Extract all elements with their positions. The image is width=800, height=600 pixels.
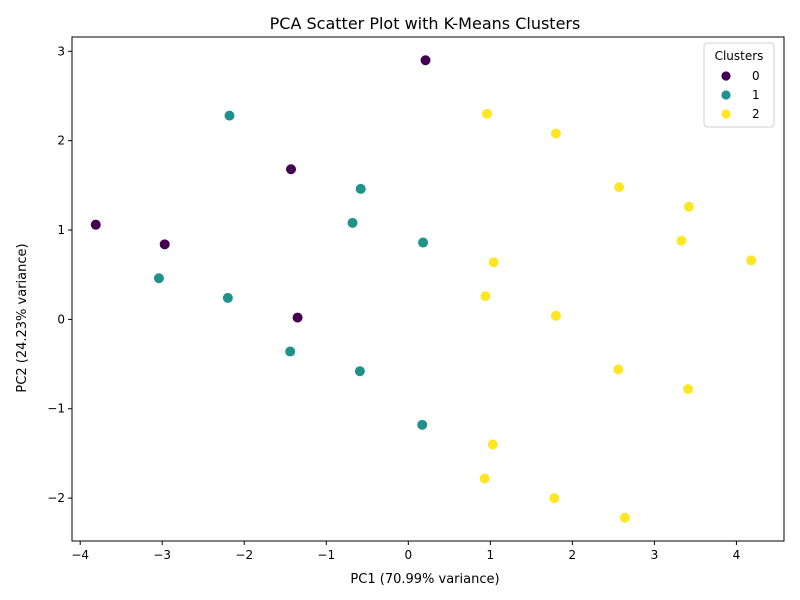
- data-point-cluster-2: [676, 235, 687, 246]
- data-point-cluster-2: [550, 128, 561, 139]
- data-point-cluster-2: [614, 182, 625, 193]
- data-point-cluster-2: [549, 493, 560, 504]
- legend-marker: [721, 71, 731, 81]
- data-point-cluster-2: [683, 201, 694, 212]
- legend-title: Clusters: [715, 49, 764, 63]
- plot-area: −4 −3 −2 −1 0 1 2 3 4 −2 −1 0 1 2 3: [47, 36, 785, 562]
- data-point-cluster-2: [613, 364, 624, 375]
- data-point-cluster-1: [222, 292, 233, 303]
- x-tick-label: 4: [733, 548, 741, 562]
- legend-label: 2: [752, 107, 760, 121]
- data-point-cluster-2: [619, 512, 630, 523]
- y-tick-label: 3: [57, 44, 65, 58]
- data-point-cluster-1: [285, 346, 296, 357]
- y-axis-label: PC2 (24.23% variance): [15, 243, 30, 392]
- data-point-cluster-1: [355, 183, 366, 194]
- x-tick-label: −3: [153, 548, 171, 562]
- legend-label: 0: [752, 69, 760, 83]
- legend-marker: [721, 109, 731, 119]
- axes-frame: [71, 36, 785, 542]
- x-tick-label: −4: [71, 548, 89, 562]
- y-tick-label: −2: [47, 491, 65, 505]
- chart-title: PCA Scatter Plot with K-Means Clusters: [270, 14, 581, 33]
- data-point-cluster-1: [153, 273, 164, 284]
- x-tick-label: −2: [235, 548, 253, 562]
- data-point-cluster-1: [418, 237, 429, 248]
- data-point-cluster-0: [292, 312, 303, 323]
- y-axis: −2 −1 0 1 2 3: [47, 44, 72, 505]
- legend-box: [703, 42, 775, 128]
- data-point-cluster-0: [159, 239, 170, 250]
- x-tick-label: 3: [651, 548, 659, 562]
- y-tick-label: −1: [47, 402, 65, 416]
- y-tick-label: 2: [57, 134, 65, 148]
- data-point-cluster-2: [746, 255, 757, 266]
- x-axis: −4 −3 −2 −1 0 1 2 3 4: [71, 541, 740, 562]
- data-point-cluster-1: [354, 366, 365, 377]
- data-point-cluster-2: [683, 384, 694, 395]
- x-tick-label: −1: [317, 548, 335, 562]
- data-point-cluster-0: [90, 219, 101, 230]
- data-point-cluster-1: [224, 110, 235, 121]
- x-axis-label: PC1 (70.99% variance): [350, 572, 499, 587]
- data-point-cluster-2: [550, 310, 561, 321]
- legend: Clusters 0 1 2: [703, 42, 775, 128]
- data-point-cluster-2: [479, 473, 490, 484]
- data-point-cluster-1: [417, 419, 428, 430]
- x-tick-label: 0: [404, 548, 412, 562]
- y-tick-label: 0: [57, 312, 65, 326]
- data-point-cluster-2: [487, 439, 498, 450]
- legend-label: 1: [752, 88, 760, 102]
- legend-marker: [721, 90, 731, 100]
- x-tick-label: 2: [569, 548, 577, 562]
- data-points: [90, 55, 757, 523]
- data-point-cluster-0: [420, 55, 431, 66]
- data-point-cluster-2: [488, 257, 499, 268]
- data-point-cluster-0: [286, 164, 297, 175]
- x-tick-label: 1: [487, 548, 495, 562]
- y-tick-label: 1: [57, 223, 65, 237]
- data-point-cluster-2: [482, 108, 493, 119]
- data-point-cluster-2: [480, 291, 491, 302]
- data-point-cluster-1: [347, 217, 358, 228]
